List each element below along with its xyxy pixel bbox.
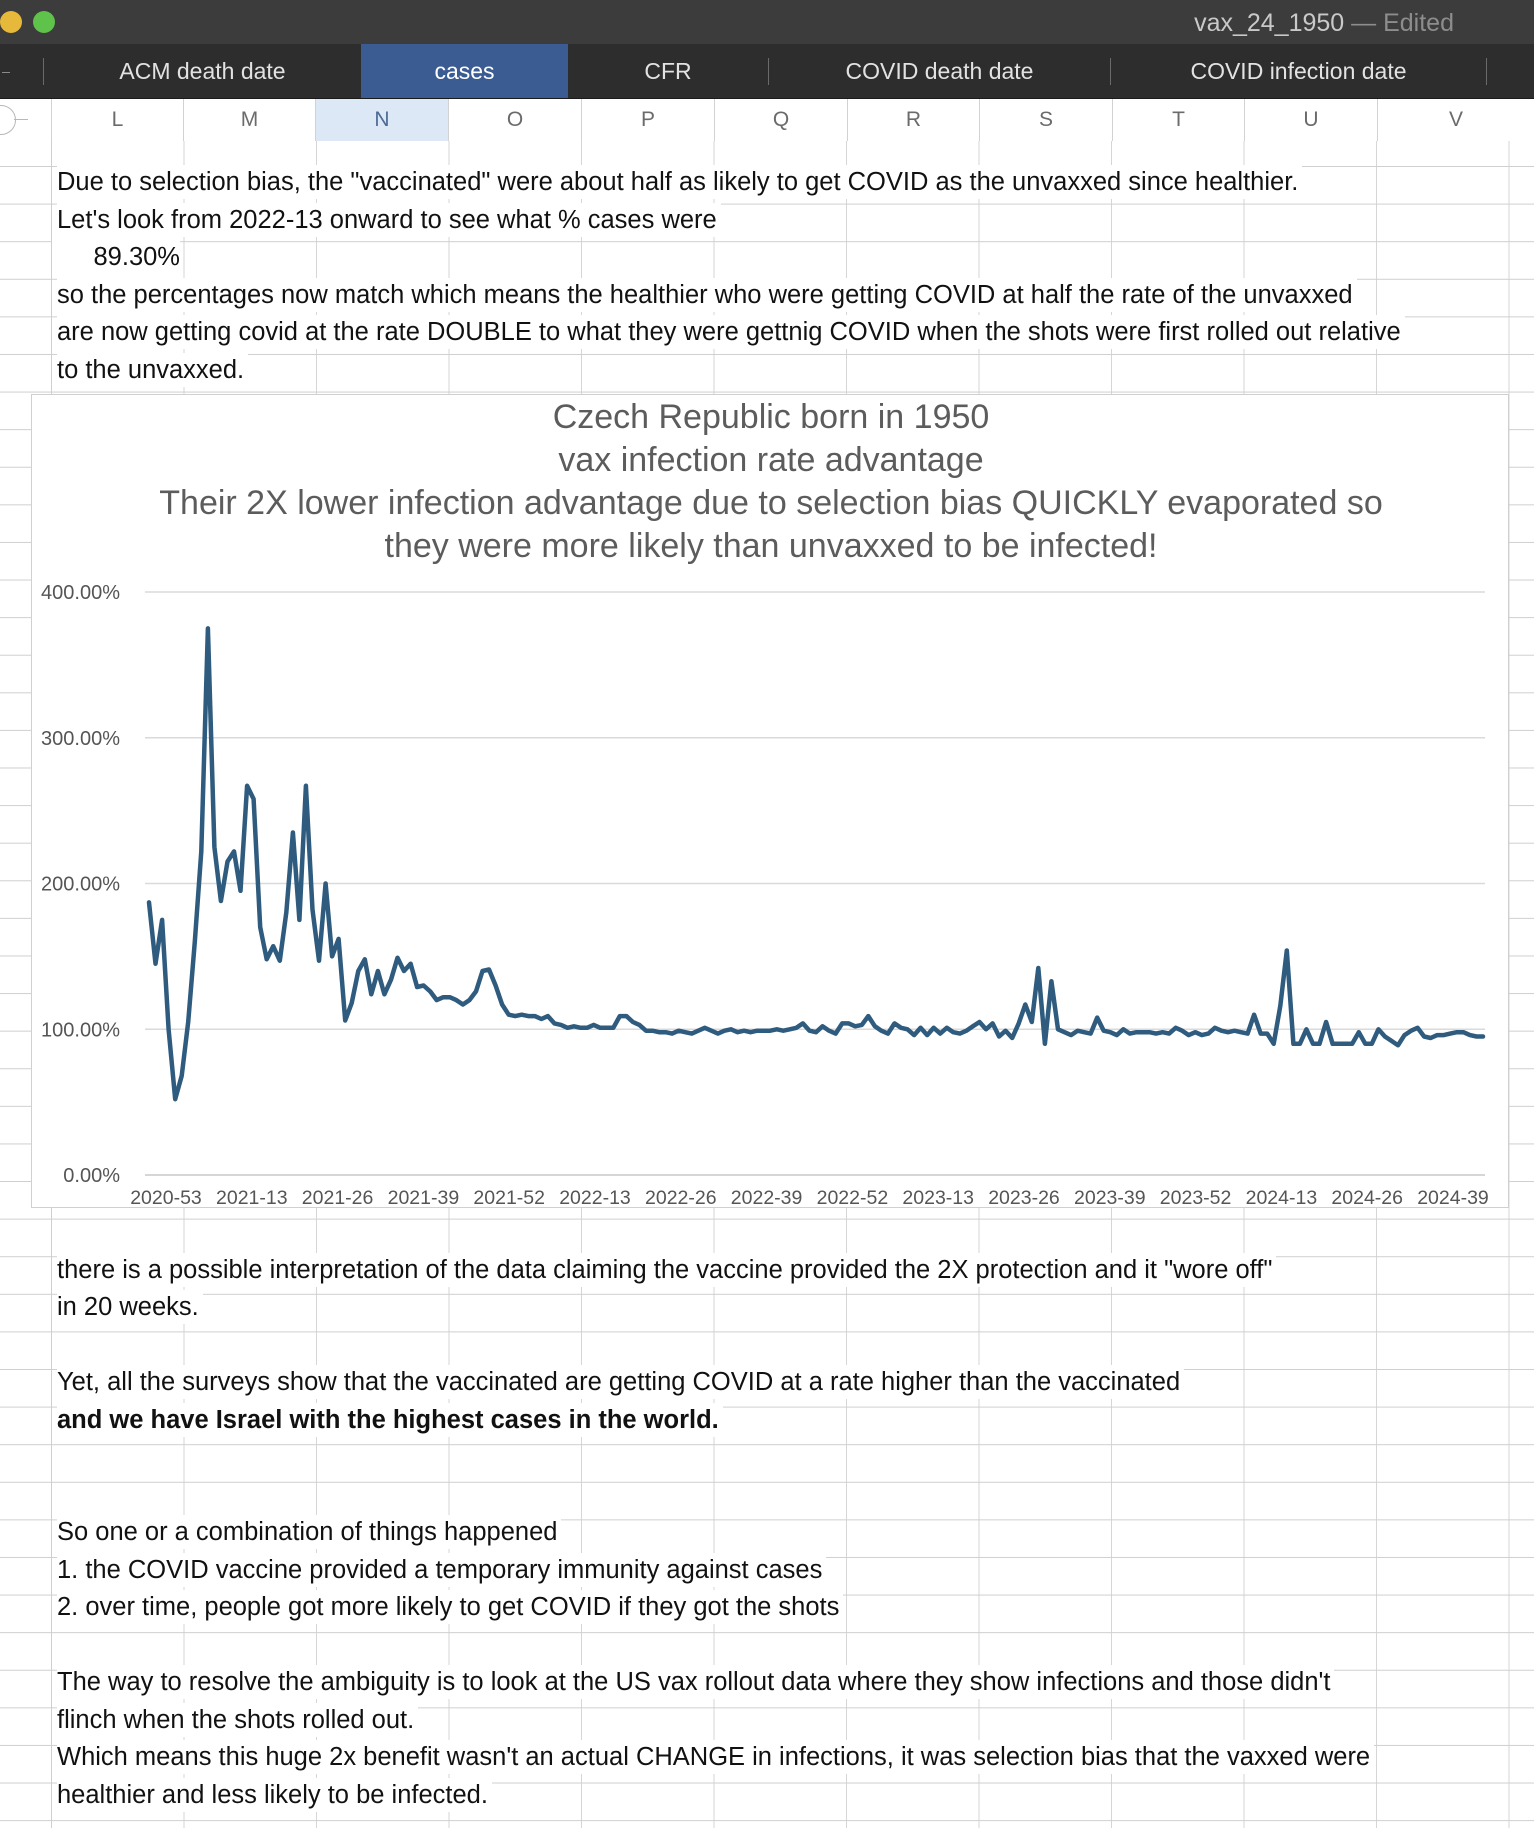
column-header-l[interactable]: L [51, 99, 183, 141]
tab-cfr[interactable]: CFR [644, 58, 692, 84]
tab-separator [1486, 58, 1487, 85]
tab-overflow-indicator [2, 72, 10, 73]
column-header-o[interactable]: O [448, 99, 581, 141]
y-tick-label: 200.00% [41, 874, 120, 896]
y-tick-label: 400.00% [41, 582, 120, 604]
chart-title: Czech Republic born in 1950 vax infectio… [32, 396, 1510, 568]
x-tick-label: 2022-26 [645, 1187, 717, 1209]
cell-note-point-1[interactable]: 1. the COVID vaccine provided a temporar… [57, 1553, 827, 1587]
column-header-q[interactable]: Q [714, 99, 847, 141]
chart-plot-area: 0.00% 100.00% 200.00% 300.00% 400.00% 2020-53… [41, 582, 1489, 1209]
tab-covid-infection-date[interactable]: COVID infection date [1190, 58, 1407, 84]
x-tick-label: 2024-26 [1331, 1187, 1403, 1209]
column-header-t[interactable]: T [1112, 99, 1244, 141]
sheet-tab-bar: ACM death date cases CFR COVID death dat… [0, 44, 1534, 99]
tab-separator [43, 58, 44, 85]
x-tick-label: 2021-26 [302, 1187, 374, 1209]
y-tick-label: 100.00% [41, 1019, 120, 1041]
y-tick-label: 0.00% [63, 1165, 120, 1187]
cell-note-20-weeks[interactable]: in 20 weeks. [57, 1290, 203, 1324]
cell-percent-value[interactable]: 89.30% [52, 240, 180, 274]
cell-note-resolve-ambiguity[interactable]: The way to resolve the ambiguity is to l… [57, 1665, 1335, 1699]
column-header-p[interactable]: P [581, 99, 714, 141]
cell-note-selection-bias[interactable]: Due to selection bias, the "vaccinated" … [57, 165, 1303, 199]
cell-note-huge-benefit[interactable]: Which means this huge 2x benefit wasn't … [57, 1740, 1375, 1774]
cell-note-combination[interactable]: So one or a combination of things happen… [57, 1515, 562, 1549]
chart-title-line-3: Their 2X lower infection advantage due t… [159, 484, 1383, 522]
x-tick-label: 2023-52 [1160, 1187, 1232, 1209]
cell-note-from-2022-13[interactable]: Let's look from 2022-13 onward to see wh… [57, 203, 721, 237]
tab-cases[interactable]: cases [361, 44, 568, 98]
tab-separator [1110, 58, 1111, 85]
x-tick-label: 2023-39 [1074, 1187, 1146, 1209]
cell-note-unvaxxed[interactable]: to the unvaxxed. [57, 353, 249, 387]
chart-title-line-1: Czech Republic born in 1950 [552, 398, 990, 436]
x-tick-label: 2020-53 [130, 1187, 202, 1209]
column-header-r[interactable]: R [847, 99, 979, 141]
cell-note-surveys[interactable]: Yet, all the surveys show that the vacci… [57, 1365, 1185, 1399]
x-tick-label: 2024-39 [1417, 1187, 1489, 1209]
x-tick-label: 2022-39 [731, 1187, 803, 1209]
tab-covid-death-date[interactable]: COVID death date [845, 58, 1034, 84]
infection-rate-chart[interactable]: Czech Republic born in 1950 vax infectio… [31, 394, 1510, 1209]
column-header-row: L M N O P Q R S T U V [0, 99, 1534, 142]
cell-note-israel[interactable]: and we have Israel with the highest case… [57, 1403, 723, 1437]
cell-note-healthier[interactable]: healthier and less likely to be infected… [57, 1778, 492, 1812]
x-tick-label: 2021-13 [216, 1187, 288, 1209]
zoom-window-button[interactable] [33, 11, 55, 33]
column-header-m[interactable]: M [183, 99, 315, 141]
chart-title-line-4: they were more likely than unvaxxed to b… [384, 527, 1158, 565]
cell-note-rate-double[interactable]: are now getting covid at the rate DOUBLE… [57, 315, 1405, 349]
cell-note-point-2[interactable]: 2. over time, people got more likely to … [57, 1590, 844, 1624]
column-header-u[interactable]: U [1244, 99, 1377, 141]
cell-note-flinch[interactable]: flinch when the shots rolled out. [57, 1703, 419, 1737]
window-title: vax_24_1950 — Edited [1194, 9, 1454, 38]
x-tick-label: 2024-13 [1246, 1187, 1318, 1209]
column-header-s[interactable]: S [979, 99, 1112, 141]
chart-title-line-2: vax infection rate advantage [558, 441, 984, 479]
series-line [146, 626, 1486, 1102]
x-tick-label: 2022-52 [817, 1187, 889, 1209]
y-tick-label: 300.00% [41, 728, 120, 750]
column-header-v[interactable]: V [1377, 99, 1534, 141]
x-tick-label: 2023-13 [902, 1187, 974, 1209]
window-title-bar: vax_24_1950 — Edited [0, 0, 1534, 45]
column-header-n[interactable]: N [315, 99, 448, 141]
cell-note-possible-interpretation[interactable]: there is a possible interpretation of th… [57, 1253, 1277, 1287]
x-tick-label: 2021-39 [388, 1187, 460, 1209]
tab-acm-death-date[interactable]: ACM death date [119, 58, 286, 84]
cell-note-percentages-match[interactable]: so the percentages now match which means… [57, 278, 1357, 312]
tab-separator [768, 58, 769, 85]
select-all-corner[interactable] [0, 105, 16, 135]
x-tick-label: 2022-13 [559, 1187, 631, 1209]
x-tick-label: 2023-26 [988, 1187, 1060, 1209]
x-tick-label: 2021-52 [473, 1187, 545, 1209]
document-name: vax_24_1950 [1194, 9, 1345, 37]
minimize-window-button[interactable] [0, 11, 22, 33]
corner-divider [14, 119, 28, 120]
edited-status: — Edited [1351, 9, 1454, 37]
